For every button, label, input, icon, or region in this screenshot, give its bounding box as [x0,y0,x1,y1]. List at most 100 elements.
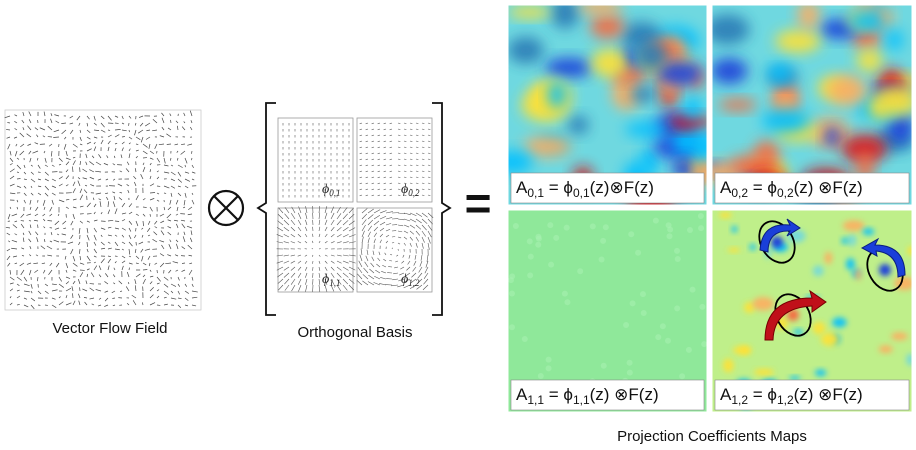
blob [849,13,884,31]
blob [855,269,862,281]
blob [691,130,714,165]
subscript: 0,1 [329,188,340,198]
blob [856,0,877,13]
blob [821,333,839,346]
speck [590,223,596,229]
speck [627,360,633,366]
blob [705,14,749,44]
speck [701,341,707,347]
subscript: 0,2 [777,186,794,200]
basis-cell [278,208,353,292]
subscript: 1,1 [573,393,590,407]
maps-grid: A0,1 = ϕ0,1(z)⊗F(z)A0,2 = ϕ0,2(z) ⊗F(z)A… [492,0,916,412]
blob [754,369,774,376]
blob [869,97,890,119]
speck [627,370,633,376]
blob [886,29,903,50]
blob [719,212,732,218]
speck [535,242,541,248]
speck [641,310,647,316]
label-part: A [720,385,732,404]
blob [762,109,809,133]
subscript: 1,2 [731,393,748,407]
speck [527,272,533,278]
blob [733,346,752,355]
blob [856,49,882,72]
label-part: (z) ⊗F(z) [590,385,659,404]
speck [535,234,541,240]
speck [600,238,606,244]
blob [771,236,783,248]
blob [625,122,668,138]
blob [891,332,908,340]
label-part: (z) ⊗F(z) [794,385,863,404]
speck [527,238,533,244]
label-part: A [516,385,528,404]
blob [832,317,847,327]
speck [538,373,544,379]
speck [513,223,519,229]
blob [815,369,826,376]
blob [508,37,544,64]
label-part: (z)⊗F(z) [590,178,654,197]
symbol: ϕ [322,182,329,197]
speck [687,227,693,233]
speck [509,290,515,296]
speck [623,322,629,328]
blob [789,376,801,380]
speck [603,224,609,230]
blob [879,345,893,353]
blob [862,228,874,235]
label-part: = ϕ [544,385,573,404]
speck [640,291,646,297]
speck [553,235,559,241]
symbol: ϕ [401,272,408,287]
speck [679,373,685,379]
subscript: 1,2 [777,393,794,407]
speck [630,300,636,306]
speck [660,323,666,329]
speck [564,225,570,231]
blob [793,329,803,334]
blob [548,82,566,109]
speck [601,363,607,369]
blob [684,96,702,119]
speck [655,334,661,340]
vector-field [5,110,201,310]
speck [667,233,673,239]
label-part: A [720,178,732,197]
blob [718,99,757,111]
speck [674,248,680,254]
blob [907,246,915,255]
subscript: 0,1 [527,186,544,200]
blob [813,266,824,277]
speck [686,347,692,353]
blob [508,6,552,18]
blob [848,234,857,246]
speck [653,218,659,224]
basis-cell [357,118,432,202]
blob [775,30,821,53]
speck [599,256,605,262]
coefficient-map: A1,1 = ϕ1,1(z) ⊗F(z) [508,210,707,412]
blob [728,248,741,253]
speck [665,338,671,344]
blob [723,359,734,373]
speck [509,273,515,279]
speck [628,231,634,237]
speck [698,213,704,219]
subscript: 0,1 [573,186,590,200]
speck [522,336,528,342]
coefficient-map: A0,1 = ϕ0,1(z)⊗F(z) [492,0,722,217]
speck [562,291,568,297]
blob [492,151,533,174]
subscript: 1,1 [329,278,340,288]
diagram: Vector Flow Field ⊗ ϕ0,1ϕ0,2ϕ1,1ϕ1,2 Ort… [0,0,916,450]
coefficient-map: A1,2 = ϕ1,2(z) ⊗F(z) [712,210,915,412]
speck [577,268,583,274]
arrow [72,293,73,298]
blob [846,258,855,270]
blob [731,226,737,233]
subscript: 0,2 [408,188,420,198]
speck [690,287,696,293]
